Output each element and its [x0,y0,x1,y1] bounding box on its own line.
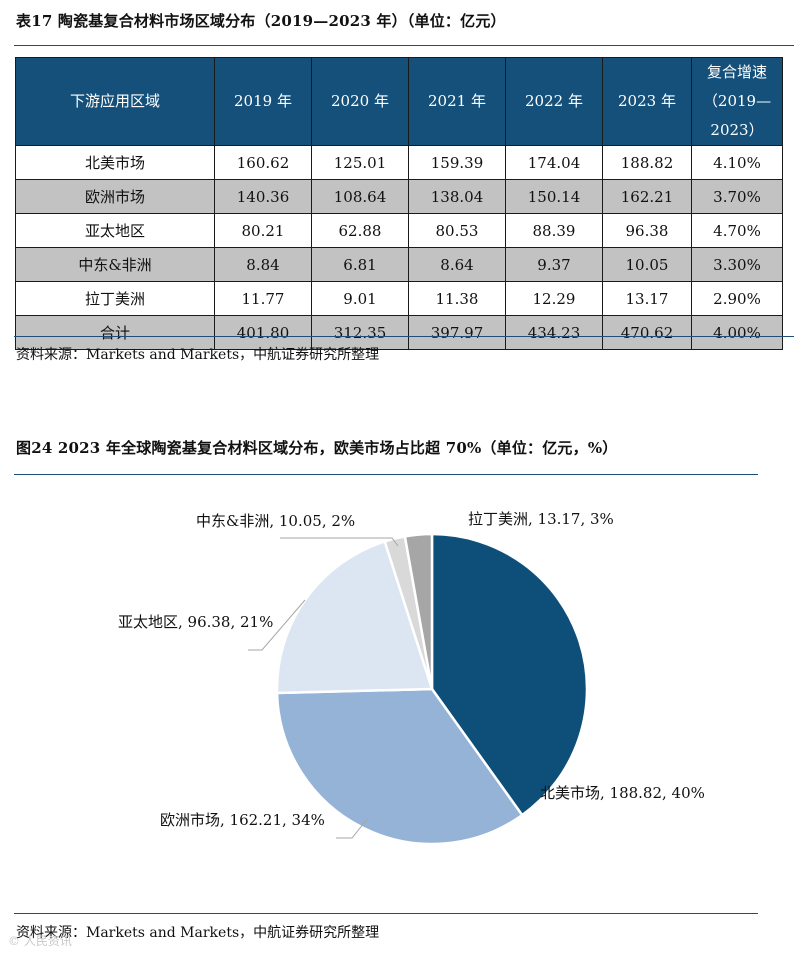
pie-slice-north-america [430,532,589,817]
leader-line-middle-east-africa [280,537,399,547]
table-row: 欧洲市场 140.36 108.64 138.04 150.14 162.21 3.70% [15,179,783,214]
row-value-cell: 11.38 [408,281,506,316]
row-value-cell: 6.81 [311,247,409,282]
row-growth-cell: 2.90% [691,281,783,316]
row-value-cell: 138.04 [408,179,506,214]
pie-label-asia-pacific: 亚太地区, 96.38, 21% [118,613,273,631]
row-value-cell: 159.39 [408,145,506,180]
row-value-cell: 8.64 [408,247,506,282]
row-region-cell: 欧洲市场 [15,179,215,214]
row-value-cell: 108.64 [311,179,409,214]
row-value-cell: 174.04 [505,145,603,180]
caption-rule [14,45,794,46]
table-bottom-rule [14,336,794,337]
pie-label-north-america: 北美市场, 188.82, 40% [540,784,705,802]
row-value-cell: 80.21 [214,213,312,248]
row-region-cell: 合计 [15,315,215,350]
figure-caption: 图24 2023 年全球陶瓷基复合材料区域分布，欧美市场占比超 70%（单位：亿… [16,439,618,457]
row-value-cell: 13.17 [602,281,692,316]
row-growth-cell: 3.70% [691,179,783,214]
header-2023: 2023 年 [602,57,692,146]
leader-line-europe [336,817,369,839]
table-row: 合计 401.80 312.35 397.97 434.23 470.62 4.00% [15,315,783,350]
row-value-cell: 80.53 [408,213,506,248]
row-value-cell: 9.01 [311,281,409,316]
figure-caption-rule [14,474,758,475]
header-growth-line2: （2019—2023） [702,92,772,139]
row-value-cell: 160.62 [214,145,312,180]
figure-bottom-rule [14,913,758,914]
header-2019: 2019 年 [214,57,312,146]
watermark: © 人民资讯 [8,934,72,948]
figure-source: 资料来源：Markets and Markets，中航证券研究所整理 [16,925,380,941]
row-region-cell: 拉丁美洲 [15,281,215,316]
table-caption: 表17 陶瓷基复合材料市场区域分布（2019—2023 年）（单位：亿元） [16,12,506,30]
row-region-cell: 亚太地区 [15,213,215,248]
leader-line-asia-pacific [248,599,306,651]
pie-slice-latin-america [403,532,434,690]
row-value-cell: 9.37 [505,247,603,282]
header-region: 下游应用区域 [15,57,215,146]
table-row: 拉丁美洲 11.77 9.01 11.38 12.29 13.17 2.90% [15,281,783,316]
row-value-cell: 188.82 [602,145,692,180]
row-value-cell: 150.14 [505,179,603,214]
row-value-cell: 312.35 [311,315,409,350]
row-value-cell: 397.97 [408,315,506,350]
row-growth-cell: 4.10% [691,145,783,180]
pie-label-europe: 欧洲市场, 162.21, 34% [160,811,325,829]
row-region-cell: 中东&非洲 [15,247,215,282]
table-row: 亚太地区 80.21 62.88 80.53 88.39 96.38 4.70% [15,213,783,248]
row-value-cell: 434.23 [505,315,603,350]
table-body: 北美市场 160.62 125.01 159.39 174.04 188.82 4.10% 欧… [15,145,783,350]
header-2020: 2020 年 [311,57,409,146]
row-value-cell: 12.29 [505,281,603,316]
header-growth-line1: 复合增速 [706,63,767,81]
header-2021: 2021 年 [408,57,506,146]
pie-slice-asia-pacific [275,539,434,695]
pie-label-latin-america: 拉丁美洲, 13.17, 3% [468,510,614,528]
row-growth-cell: 4.70% [691,213,783,248]
pie-label-middle-east-africa: 中东&非洲, 10.05, 2% [196,512,355,530]
row-value-cell: 88.39 [505,213,603,248]
row-value-cell: 62.88 [311,213,409,248]
table-header-row: 下游应用区域 2019 年 2020 年 2021 年 2022 年 2023 … [15,57,783,146]
row-value-cell: 162.21 [602,179,692,214]
table-row: 中东&非洲 8.84 6.81 8.64 9.37 10.05 3.30% [15,247,783,282]
row-value-cell: 140.36 [214,179,312,214]
table-source: 资料来源：Markets and Markets，中航证券研究所整理 [16,347,380,363]
row-value-cell: 125.01 [311,145,409,180]
table-row: 北美市场 160.62 125.01 159.39 174.04 188.82 4.10% [15,145,783,180]
row-region-cell: 北美市场 [15,145,215,180]
row-growth-cell: 4.00% [691,315,783,350]
header-growth: 复合增速 （2019—2023） [691,57,783,146]
row-value-cell: 8.84 [214,247,312,282]
market-region-table: 下游应用区域 2019 年 2020 年 2021 年 2022 年 2023 … [15,57,783,350]
header-2022: 2022 年 [505,57,603,146]
pie-chart: 北美市场, 188.82, 40% 欧洲市场, 162.21, 34% 亚太地区, … [118,510,705,846]
pie-slice-europe [275,687,524,846]
row-value-cell: 11.77 [214,281,312,316]
row-value-cell: 10.05 [602,247,692,282]
row-value-cell: 96.38 [602,213,692,248]
row-growth-cell: 3.30% [691,247,783,282]
row-value-cell: 470.62 [602,315,692,350]
